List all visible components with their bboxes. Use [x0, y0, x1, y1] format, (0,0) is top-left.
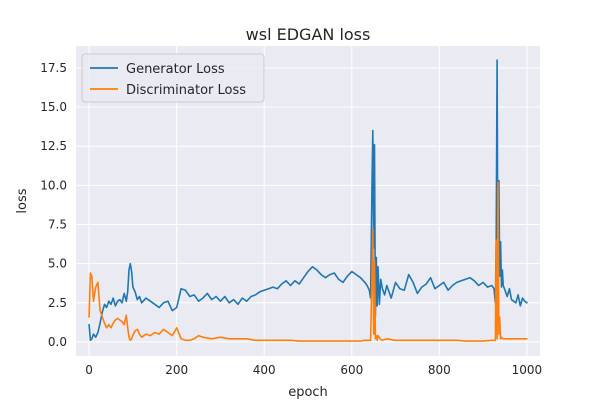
tick-labels: 0 200 400 600 800 1000 0.0 2.5 5.0 7.5 10.0 12.5 15.…	[40, 61, 542, 377]
legend-label: Generator Loss	[126, 62, 225, 77]
x-tick-label: 200	[165, 363, 188, 377]
legend: Generator Loss Discriminator Loss	[81, 53, 265, 103]
x-tick-label: 0	[85, 363, 93, 377]
chart-title: wsl EDGAN loss	[246, 25, 371, 44]
y-tick-label: 12.5	[40, 139, 67, 153]
discriminator-loss-line	[88, 181, 528, 342]
x-tick-label: 600	[340, 363, 363, 377]
y-tick-label: 17.5	[40, 61, 67, 75]
x-tick-label: 800	[428, 363, 451, 377]
y-tick-label: 2.5	[48, 296, 67, 310]
y-tick-label: 0.0	[48, 335, 67, 349]
y-axis-label: loss	[15, 188, 30, 213]
y-tick-label: 7.5	[48, 217, 67, 231]
y-tick-label: 15.0	[40, 100, 67, 114]
x-tick-label: 1000	[512, 363, 543, 377]
y-tick-label: 10.0	[40, 178, 67, 192]
y-tick-label: 5.0	[48, 257, 67, 271]
legend-label: Discriminator Loss	[126, 83, 246, 98]
legend-box	[81, 53, 265, 103]
generator-loss-line	[88, 59, 528, 342]
x-axis-label: epoch	[288, 385, 328, 400]
x-tick-label: 400	[253, 363, 276, 377]
series-layer	[88, 59, 528, 342]
